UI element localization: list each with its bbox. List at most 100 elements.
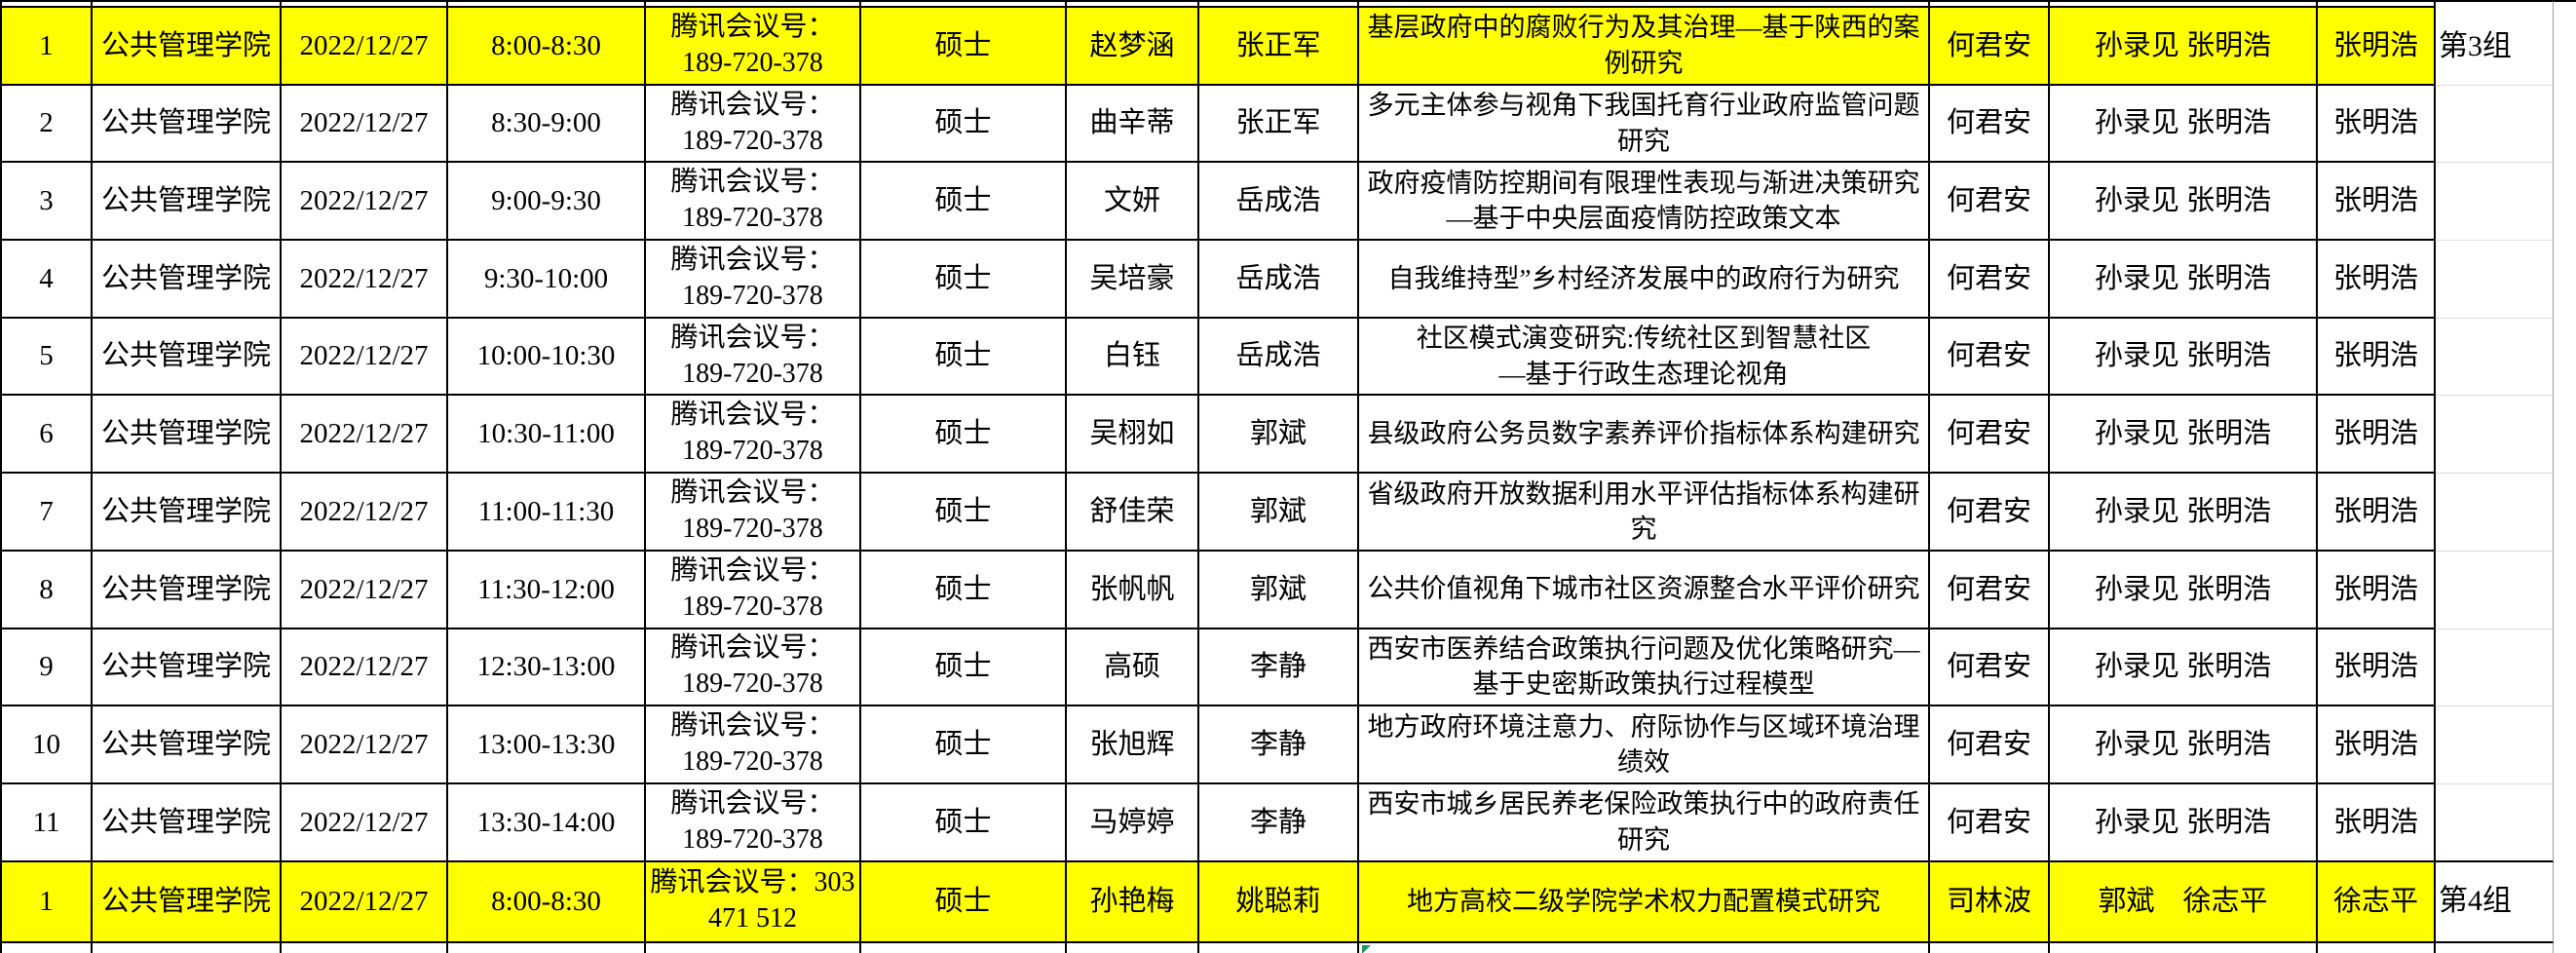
secretary-cell[interactable]: 张明浩: [2318, 706, 2436, 784]
empty-cell[interactable]: [861, 0, 1067, 8]
time-slot-cell[interactable]: 11:30-12:00: [448, 551, 646, 629]
advisor-name-cell[interactable]: 张正军: [1199, 85, 1359, 164]
advisor-name-cell[interactable]: 李静: [1199, 706, 1359, 784]
advisor-name-cell[interactable]: 郭斌: [1199, 551, 1359, 629]
empty-cell[interactable]: [861, 942, 1067, 953]
secretary-cell[interactable]: 张明浩: [2318, 474, 2436, 552]
advisor-name-cell[interactable]: 姚聪莉: [1199, 861, 1359, 943]
group-label-cell[interactable]: [2436, 783, 2554, 862]
secretary-cell[interactable]: 张明浩: [2318, 551, 2436, 629]
time-slot-cell[interactable]: 10:00-10:30: [448, 318, 646, 397]
committee-members-cell[interactable]: 孙录见 张明浩: [2050, 629, 2318, 707]
degree-cell[interactable]: 硕士: [861, 8, 1067, 86]
meeting-id-cell[interactable]: 腾讯会议号： 189-720-378: [646, 85, 861, 164]
empty-cell[interactable]: [1199, 0, 1359, 8]
group-label-cell[interactable]: [2436, 85, 2554, 164]
meeting-id-cell[interactable]: 腾讯会议号： 189-720-378: [646, 551, 861, 629]
empty-cell[interactable]: [93, 942, 282, 953]
college-cell[interactable]: 公共管理学院: [93, 241, 282, 319]
student-name-cell[interactable]: 马婷婷: [1067, 783, 1199, 862]
secretary-cell[interactable]: 张明浩: [2318, 318, 2436, 397]
committee-members-cell[interactable]: 孙录见 张明浩: [2050, 551, 2318, 629]
empty-cell[interactable]: [282, 0, 448, 8]
thesis-title-cell[interactable]: 地方政府环境注意力、府际协作与区域环境治理 绩效: [1359, 706, 1930, 784]
chair-cell[interactable]: 何君安: [1930, 85, 2050, 164]
student-name-cell[interactable]: 白钰: [1067, 318, 1199, 397]
chair-cell[interactable]: 何君安: [1930, 551, 2050, 629]
group-label-cell[interactable]: [2436, 474, 2554, 552]
date-cell[interactable]: 2022/12/27: [282, 85, 448, 164]
degree-cell[interactable]: 硕士: [861, 318, 1067, 397]
advisor-name-cell[interactable]: 李静: [1199, 629, 1359, 707]
committee-members-cell[interactable]: 孙录见 张明浩: [2050, 85, 2318, 164]
chair-cell[interactable]: 何君安: [1930, 783, 2050, 862]
committee-members-cell[interactable]: 孙录见 张明浩: [2050, 783, 2318, 862]
chair-cell[interactable]: 何君安: [1930, 241, 2050, 319]
thesis-title-cell[interactable]: 政府疫情防控期间有限理性表现与渐进决策研究 —基于中央层面疫情防控政策文本: [1359, 163, 1930, 242]
committee-members-cell[interactable]: 孙录见 张明浩: [2050, 241, 2318, 319]
date-cell[interactable]: 2022/12/27: [282, 396, 448, 475]
time-slot-cell[interactable]: 9:30-10:00: [448, 241, 646, 319]
group-label-cell[interactable]: [2436, 318, 2554, 397]
advisor-name-cell[interactable]: 张正军: [1199, 8, 1359, 86]
college-cell[interactable]: 公共管理学院: [93, 783, 282, 862]
meeting-id-cell[interactable]: 腾讯会议号： 189-720-378: [646, 318, 861, 397]
secretary-cell[interactable]: 张明浩: [2318, 85, 2436, 164]
empty-cell[interactable]: [0, 0, 93, 8]
college-cell[interactable]: 公共管理学院: [93, 706, 282, 784]
college-cell[interactable]: 公共管理学院: [93, 474, 282, 552]
time-slot-cell[interactable]: 12:30-13:00: [448, 629, 646, 707]
empty-cell[interactable]: [2318, 942, 2436, 953]
degree-cell[interactable]: 硕士: [861, 783, 1067, 862]
thesis-title-cell[interactable]: 公共价值视角下城市社区资源整合水平评价研究: [1359, 551, 1930, 629]
degree-cell[interactable]: 硕士: [861, 629, 1067, 707]
committee-members-cell[interactable]: 孙录见 张明浩: [2050, 706, 2318, 784]
secretary-cell[interactable]: 张明浩: [2318, 629, 2436, 707]
degree-cell[interactable]: 硕士: [861, 706, 1067, 784]
time-slot-cell[interactable]: 8:30-9:00: [448, 85, 646, 164]
thesis-title-cell[interactable]: 地方高校二级学院学术权力配置模式研究: [1359, 861, 1930, 943]
thesis-title-cell[interactable]: 多元主体参与视角下我国托育行业政府监管问题 研究: [1359, 85, 1930, 164]
college-cell[interactable]: 公共管理学院: [93, 8, 282, 86]
student-name-cell[interactable]: 文妍: [1067, 163, 1199, 242]
group-label-cell[interactable]: 第3组: [2436, 8, 2554, 86]
meeting-id-cell[interactable]: 腾讯会议号： 189-720-378: [646, 396, 861, 475]
advisor-name-cell[interactable]: 郭斌: [1199, 396, 1359, 475]
time-slot-cell[interactable]: 10:30-11:00: [448, 396, 646, 475]
chair-cell[interactable]: 司林波: [1930, 861, 2050, 943]
chair-cell[interactable]: 何君安: [1930, 396, 2050, 475]
thesis-title-cell[interactable]: 西安市医养结合政策执行问题及优化策略研究— 基于史密斯政策执行过程模型: [1359, 629, 1930, 707]
empty-cell[interactable]: [2050, 0, 2318, 8]
row-number-cell[interactable]: 11: [0, 783, 93, 862]
secretary-cell[interactable]: 张明浩: [2318, 241, 2436, 319]
secretary-cell[interactable]: 张明浩: [2318, 163, 2436, 242]
time-slot-cell[interactable]: 9:00-9:30: [448, 163, 646, 242]
chair-cell[interactable]: 何君安: [1930, 163, 2050, 242]
row-number-cell[interactable]: 5: [0, 318, 93, 397]
row-number-cell[interactable]: 3: [0, 163, 93, 242]
chair-cell[interactable]: 何君安: [1930, 474, 2050, 552]
empty-cell[interactable]: [1067, 942, 1199, 953]
group-label-cell[interactable]: [2436, 629, 2554, 707]
empty-cell[interactable]: [448, 942, 646, 953]
degree-cell[interactable]: 硕士: [861, 241, 1067, 319]
meeting-id-cell[interactable]: 腾讯会议号： 189-720-378: [646, 629, 861, 707]
meeting-id-cell[interactable]: 腾讯会议号： 189-720-378: [646, 474, 861, 552]
thesis-title-cell[interactable]: 县级政府公务员数字素养评价指标体系构建研究: [1359, 396, 1930, 475]
row-number-cell[interactable]: 4: [0, 241, 93, 319]
empty-cell[interactable]: [2050, 942, 2318, 953]
advisor-name-cell[interactable]: 李静: [1199, 783, 1359, 862]
student-name-cell[interactable]: 吴栩如: [1067, 396, 1199, 475]
time-slot-cell[interactable]: 8:00-8:30: [448, 8, 646, 86]
row-number-cell[interactable]: 9: [0, 629, 93, 707]
empty-cell[interactable]: [646, 942, 861, 953]
empty-cell[interactable]: [2318, 0, 2436, 8]
group-label-cell[interactable]: [2436, 163, 2554, 242]
date-cell[interactable]: 2022/12/27: [282, 474, 448, 552]
row-number-cell[interactable]: 10: [0, 706, 93, 784]
college-cell[interactable]: 公共管理学院: [93, 85, 282, 164]
empty-cell[interactable]: [2436, 0, 2554, 8]
meeting-id-cell[interactable]: 腾讯会议号： 189-720-378: [646, 241, 861, 319]
secretary-cell[interactable]: 张明浩: [2318, 396, 2436, 475]
empty-cell[interactable]: [1067, 0, 1199, 8]
